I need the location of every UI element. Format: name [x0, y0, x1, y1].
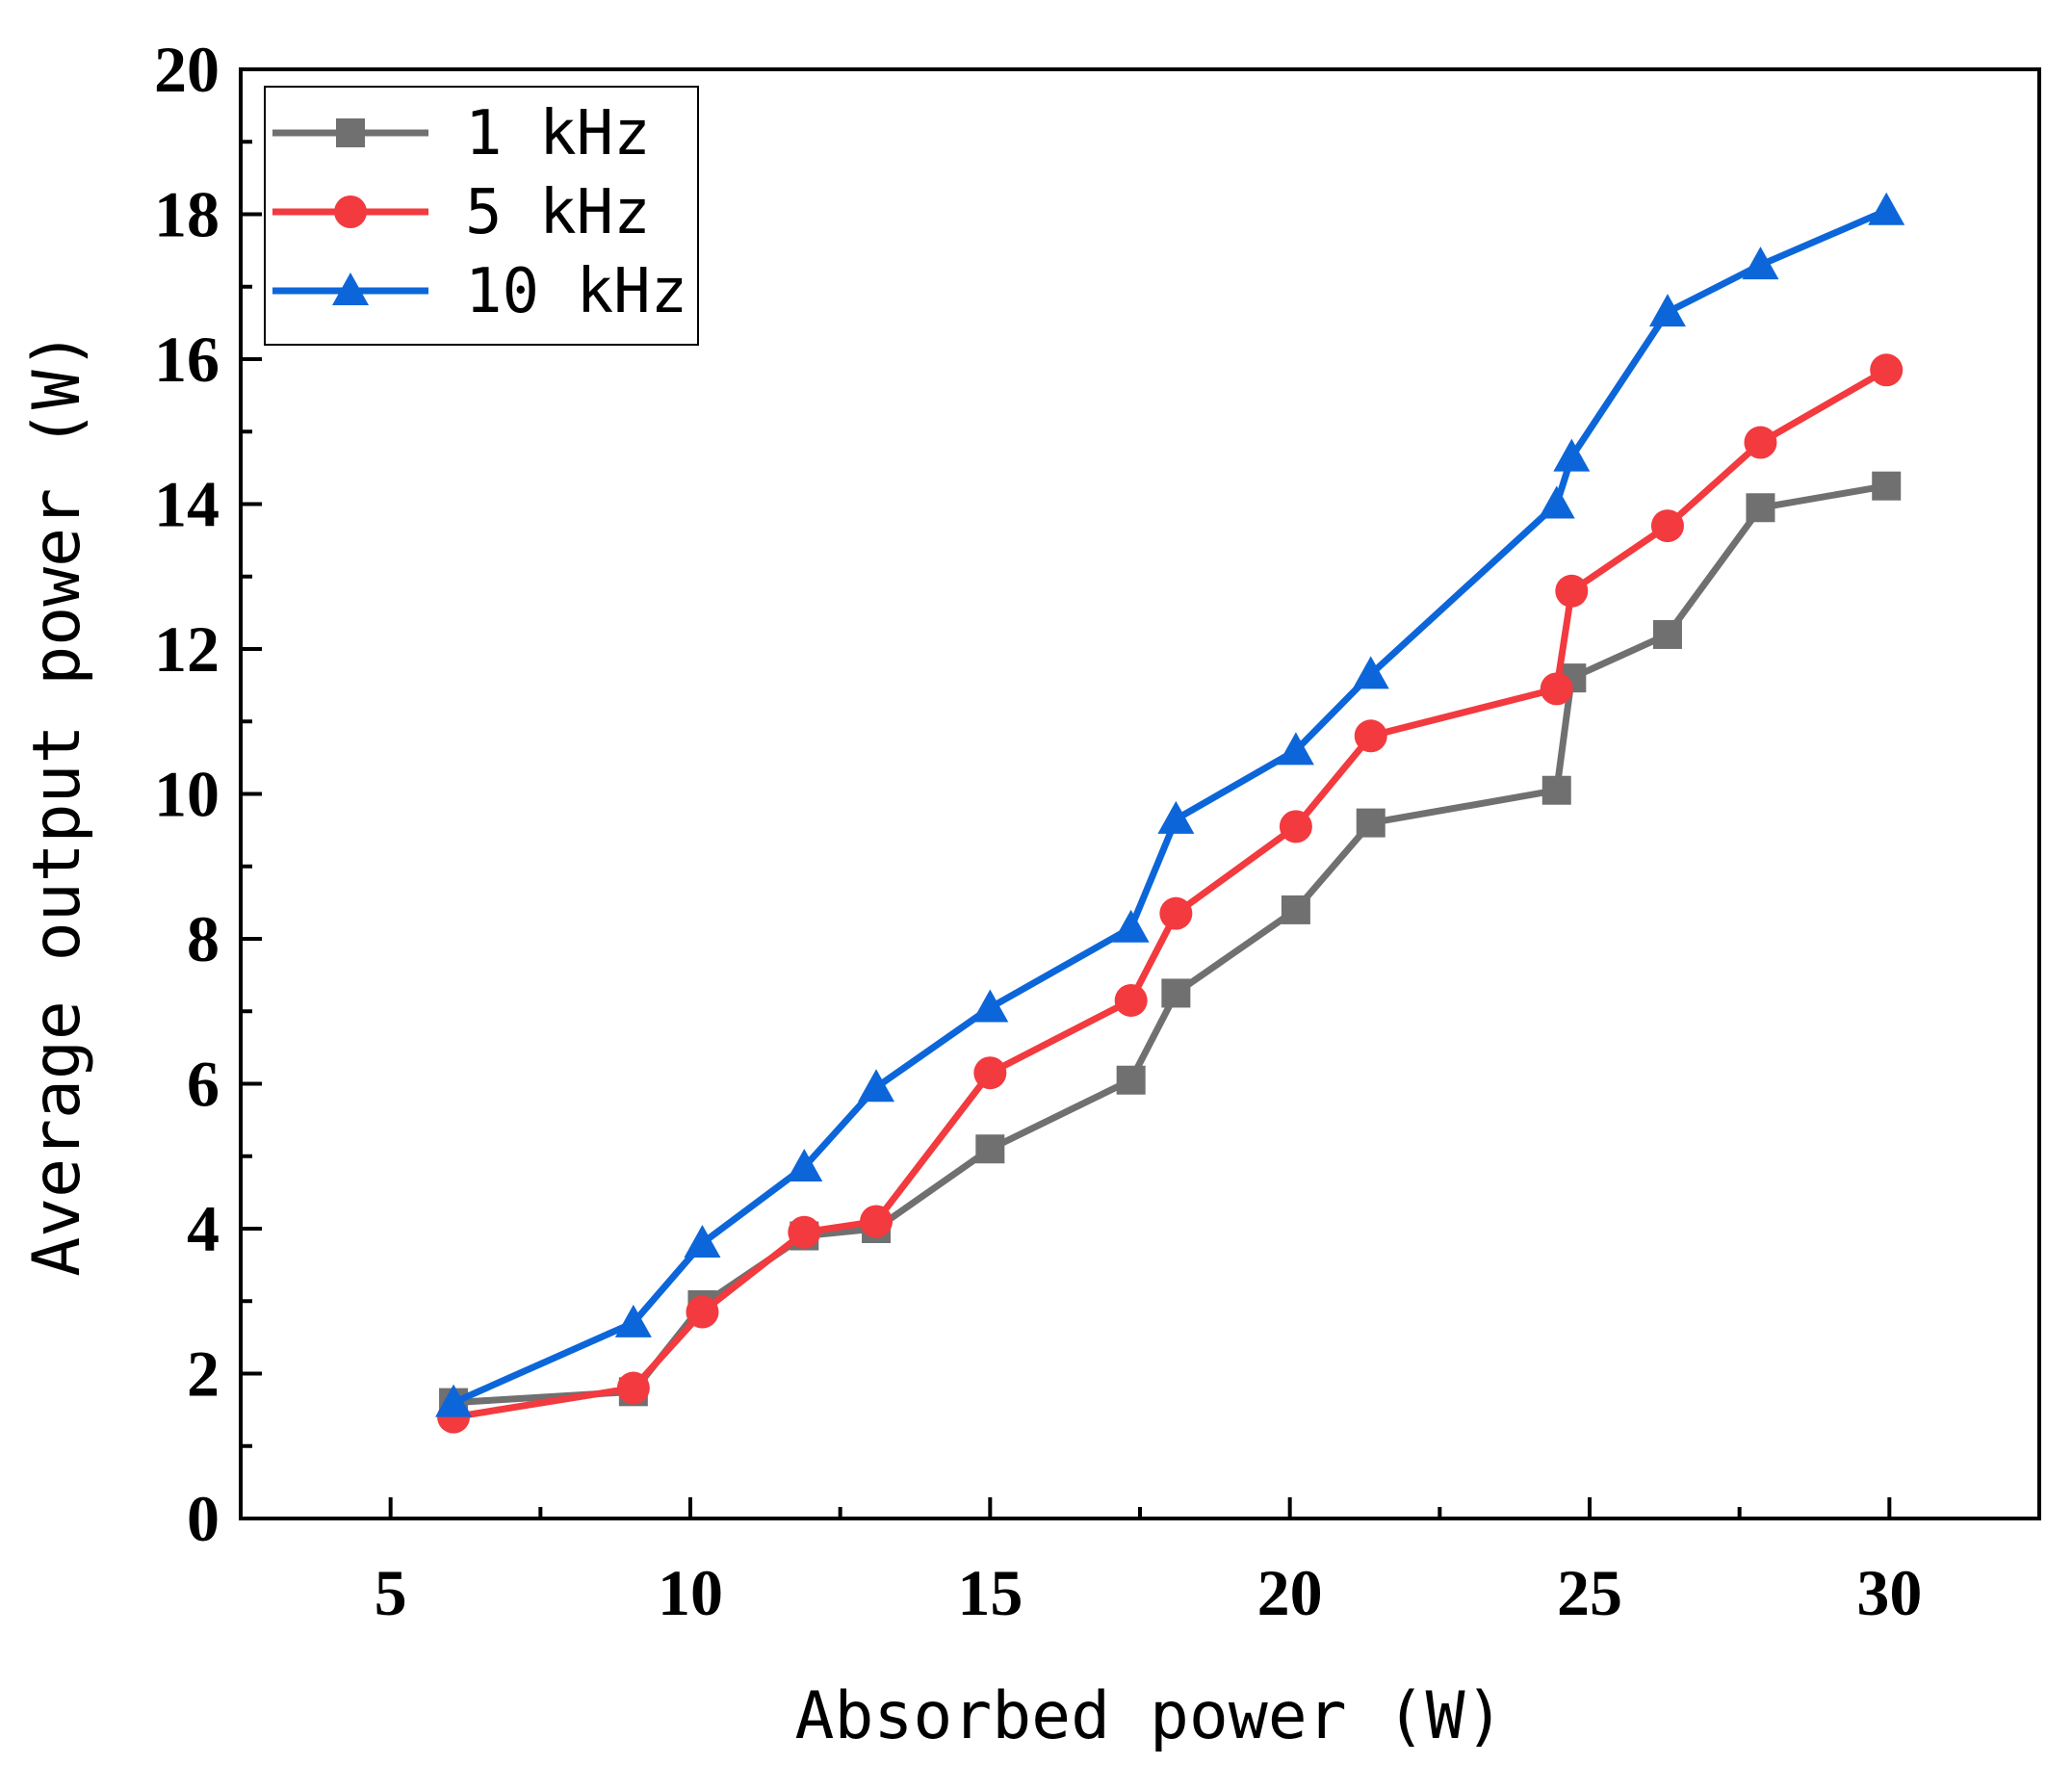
y-tick-label: 6 — [187, 1048, 220, 1121]
data-point-1-khz — [1161, 978, 1191, 1008]
data-point-5-khz — [686, 1295, 719, 1329]
y-tick-label: 16 — [154, 323, 220, 396]
data-point-1-khz — [1872, 471, 1902, 501]
legend-label-10-khz: 10 kHz — [465, 256, 687, 327]
series-line-10-khz — [452, 207, 1888, 1406]
y-axis-title: Average output power (W) — [19, 330, 95, 1277]
data-point-10-khz — [1112, 909, 1150, 943]
data-point-10-khz — [1553, 438, 1591, 472]
data-point-5-khz — [1555, 574, 1589, 608]
y-tick-label: 0 — [187, 1482, 220, 1555]
legend: 1 kHz 5 kHz 10 kHz — [264, 86, 699, 346]
data-point-10-khz — [786, 1149, 823, 1182]
data-point-5-khz — [860, 1205, 894, 1238]
data-point-5-khz — [616, 1371, 650, 1405]
x-tick-label: 5 — [375, 1556, 407, 1629]
data-point-10-khz — [1352, 656, 1389, 689]
data-point-5-khz — [1650, 509, 1684, 543]
data-point-1-khz — [1356, 808, 1386, 838]
x-tick-label: 30 — [1856, 1556, 1922, 1629]
data-point-1-khz — [1281, 895, 1310, 924]
data-point-5-khz — [1114, 983, 1148, 1017]
data-point-10-khz — [858, 1069, 895, 1103]
y-tick-label: 8 — [187, 902, 220, 975]
data-point-1-khz — [1541, 775, 1571, 805]
legend-label-1-khz: 1 kHz — [465, 98, 651, 169]
data-point-10-khz — [1868, 192, 1905, 225]
data-point-10-khz — [971, 989, 1009, 1023]
y-tick-label: 12 — [154, 612, 220, 686]
data-point-1-khz — [1652, 619, 1682, 649]
data-point-10-khz — [1742, 247, 1779, 280]
x-tick-label: 25 — [1557, 1556, 1622, 1629]
data-point-5-khz — [1870, 353, 1904, 387]
data-point-5-khz — [788, 1215, 821, 1249]
data-point-5-khz — [1354, 719, 1387, 753]
x-tick-label: 20 — [1257, 1556, 1323, 1629]
data-point-10-khz — [614, 1304, 652, 1337]
data-point-10-khz — [435, 1384, 473, 1417]
data-point-1-khz — [1746, 493, 1775, 523]
data-point-10-khz — [1538, 485, 1575, 519]
data-point-5-khz — [1744, 426, 1777, 459]
data-point-1-khz — [1116, 1065, 1146, 1095]
legend-marker-5-khz — [334, 195, 367, 228]
data-point-10-khz — [684, 1225, 721, 1259]
legend-label-5-khz: 5 kHz — [465, 177, 651, 248]
y-tick-label: 2 — [187, 1337, 220, 1411]
x-axis-title: Absorbed power (W) — [795, 1678, 1505, 1754]
data-point-10-khz — [1157, 800, 1195, 834]
legend-marker-10-khz — [332, 273, 369, 305]
data-point-10-khz — [1277, 732, 1314, 766]
data-point-5-khz — [1279, 810, 1312, 844]
y-tick-label: 10 — [154, 758, 220, 831]
legend-marker-1-khz — [336, 118, 365, 147]
y-tick-label: 20 — [154, 33, 220, 106]
data-point-5-khz — [1540, 672, 1573, 706]
data-point-1-khz — [975, 1134, 1005, 1164]
x-tick-label: 15 — [957, 1556, 1023, 1629]
y-tick-label: 18 — [154, 178, 220, 251]
x-tick-label: 10 — [658, 1556, 723, 1629]
data-point-5-khz — [1159, 896, 1193, 930]
y-tick-label: 4 — [187, 1192, 220, 1265]
data-point-5-khz — [973, 1056, 1007, 1090]
ticks-layer: 5 10 15 20 25 30 0 2 4 6 8 10 12 14 16 18 20 — [154, 33, 2041, 1629]
marks-layer — [435, 192, 1905, 1434]
data-point-10-khz — [1648, 294, 1686, 327]
y-tick-label: 14 — [154, 468, 220, 541]
